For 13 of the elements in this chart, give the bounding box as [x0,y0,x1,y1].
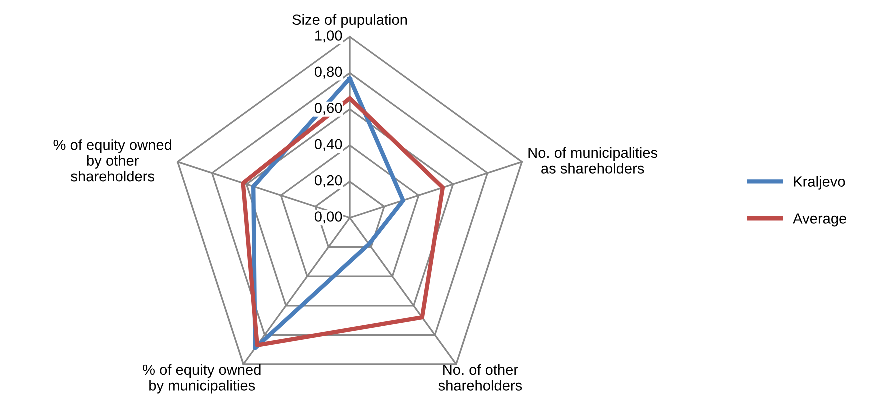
spoke-label: % of equity owned by municipalities [143,364,261,394]
spoke-label: No. of municipalities as shareholders [528,147,658,174]
y-tick-label: 0,00 [314,212,342,224]
spoke-label: % of equity owned by other shareholders [54,140,172,182]
y-tick-label: 0,20 [314,175,342,188]
y-tick-label: 0,80 [314,66,342,79]
y-tick-label: 1,00 [315,30,342,43]
y-tick-label: 0,60 [314,102,342,116]
spoke-label: No. of other shareholders [438,364,522,391]
y-tick-label: 0,40 [314,139,342,152]
legend-label: Average [793,214,846,227]
spoke-label: Size of pupulation [292,14,408,28]
legend-label: Kraljevo [794,176,846,190]
